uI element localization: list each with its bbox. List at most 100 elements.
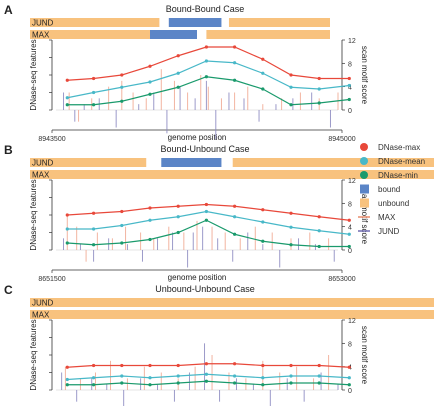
series-point-dnase-mean [65,96,69,100]
y-tick-label-right: 12 [348,318,356,325]
track-segment-unbound [30,170,434,179]
series-line-dnase-mean [67,373,350,381]
series-point-dnase-mean [92,376,96,380]
series-line-dnase-max [67,46,350,81]
track-segment-unbound [30,310,434,319]
series-point-dnase-min [347,97,351,102]
series-point-dnase-min [92,243,96,247]
series-point-dnase-max [261,57,265,61]
panel-label: A [4,3,13,17]
series-point-dnase-mean [204,372,208,376]
series-point-dnase-mean [65,227,69,231]
series-point-dnase-mean [289,225,293,229]
series-point-dnase-min [204,75,208,79]
series-point-dnase-max [317,363,321,368]
series-point-dnase-mean [347,83,351,88]
y-axis-title-left: DNase-seq features [29,319,38,390]
series-point-dnase-mean [148,80,152,84]
series-point-dnase-mean [65,377,69,382]
track-segment-unbound [30,30,150,39]
series-point-dnase-min [120,241,124,245]
series-point-dnase-mean [289,374,293,378]
y-tick-label-right: 4 [348,85,352,92]
series-point-dnase-max [347,76,351,81]
series-point-dnase-mean [261,220,265,224]
track-segment-unbound [30,158,147,167]
legend-label: unbound [378,199,409,208]
legend-label: bound [378,185,400,194]
panel-a: A Bound-Bound Case JUND MAX 0 4 8 12 DNase-seq f… [4,3,369,143]
series-point-dnase-max [176,54,180,58]
series-point-dnase-min [233,78,237,82]
series-point-dnase-max [92,76,96,81]
series-point-dnase-min [347,244,351,249]
legend: DNase-max DNase-mean DNase-min bound unbound… [358,143,425,236]
panel-title: Bound-Bound Case [166,4,245,14]
legend-swatch-dot [360,143,368,151]
series-point-dnase-max [233,362,237,366]
series-point-dnase-min [204,218,208,222]
series-point-dnase-max [65,365,69,369]
x-tick-label: 8653000 [328,276,355,283]
series-point-dnase-min [317,101,321,105]
track-label-jund: JUND [32,159,54,168]
series-point-dnase-mean [92,90,96,95]
panel-title: Bound-Unbound Case [160,144,249,154]
y-axis-title-right: scan motif score [360,186,369,245]
series-point-dnase-min [289,243,293,247]
series-point-dnase-max [289,363,293,368]
series-point-dnase-max [289,211,293,215]
legend-swatch-dot [360,157,368,165]
x-tick-label: 8945000 [328,136,355,143]
series-point-dnase-mean [233,215,237,219]
series-point-dnase-min [176,381,180,385]
series-point-dnase-max [261,208,265,212]
series-point-dnase-mean [317,229,321,233]
series-point-dnase-min [204,379,208,383]
series-point-dnase-mean [176,71,180,75]
series-point-dnase-max [92,211,96,215]
legend-label: DNase-max [378,143,420,152]
series-point-dnase-min [65,241,69,245]
series-point-dnase-max [317,215,321,219]
track-label-jund: JUND [32,299,54,308]
legend-label: DNase-min [378,171,418,180]
y-tick-label-right: 8 [348,61,352,68]
series-point-dnase-min [261,87,265,91]
x-axis-title: genome position [168,273,227,282]
y-axis-title-right: scan motif score [360,326,369,385]
series-point-dnase-max [120,209,124,214]
series-point-dnase-min [289,381,293,385]
series-point-dnase-max [347,365,351,369]
panel-label: B [4,143,13,157]
series-point-dnase-mean [176,374,180,378]
track-segment-bound [168,18,222,27]
series-point-dnase-mean [120,374,124,378]
series-point-dnase-min [148,237,152,242]
legend-label: JUND [378,227,400,236]
x-tick-label: 8943500 [38,136,65,143]
series-point-dnase-mean [233,374,237,378]
series-line-dnase-min [67,219,350,248]
series-point-dnase-mean [120,85,124,89]
x-tick-label: 8651500 [38,276,65,283]
series-point-dnase-max [148,206,152,210]
series-point-dnase-min [65,383,69,387]
track-label-max: MAX [32,171,50,180]
series-point-dnase-mean [176,215,180,219]
series-point-dnase-min [65,103,69,107]
series-point-dnase-min [120,381,124,385]
track-segment-bound [161,158,222,167]
series-point-dnase-max [65,213,69,217]
series-point-dnase-min [261,239,265,243]
legend-swatch-square [360,198,369,208]
series-point-dnase-mean [120,223,124,228]
y-axis-title-left: DNase-seq features [29,179,38,250]
y-tick-label-right: 8 [348,341,352,348]
series-point-dnase-min [261,383,265,387]
series-point-dnase-mean [148,376,152,380]
series-point-dnase-min [289,103,293,107]
series-point-dnase-mean [317,374,321,378]
